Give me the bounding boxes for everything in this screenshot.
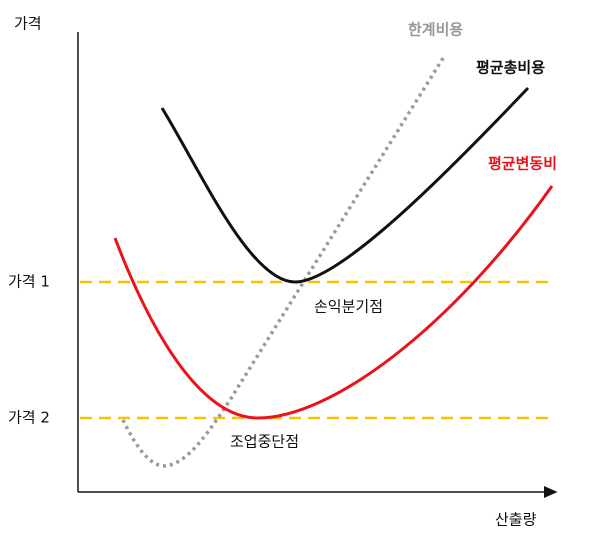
level-label: 가격 2: [8, 409, 50, 427]
y-axis-label: 가격: [14, 15, 42, 33]
x-axis-label: 산출량: [495, 511, 537, 529]
point-label: 손익분기점: [314, 298, 383, 316]
marginal-cost-curve: [121, 54, 447, 468]
curve-label: 평균총비용: [476, 59, 545, 77]
average-variable-cost-curve: [113, 185, 554, 420]
level-label: 가격 1: [8, 273, 50, 291]
point-label: 조업중단점: [230, 433, 299, 451]
curve-label: 평균변동비: [488, 155, 557, 173]
curve-label: 한계비용: [408, 21, 463, 39]
average-total-cost-curve: [160, 86, 530, 284]
